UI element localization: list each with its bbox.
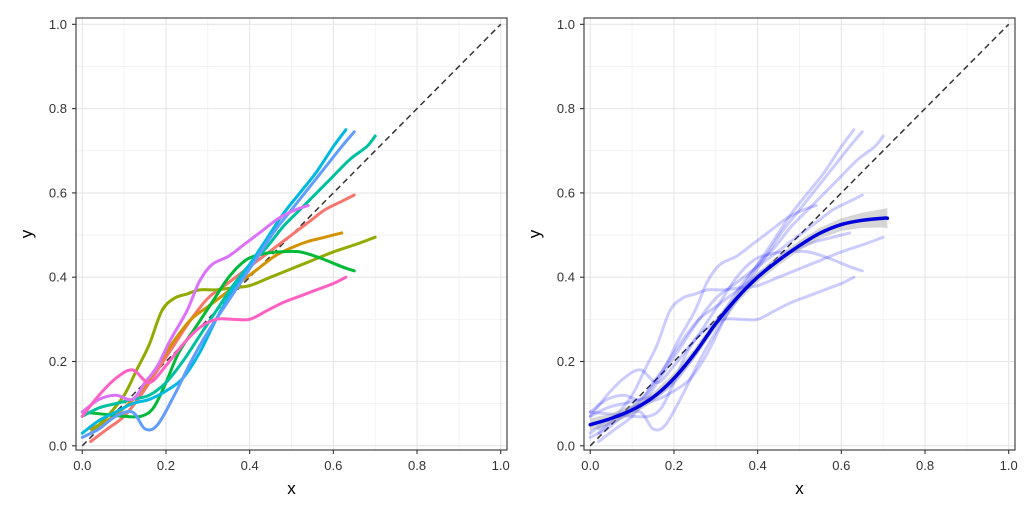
- series-line-8: [80, 204, 310, 414]
- y-tick-label: 0.2: [557, 354, 575, 369]
- panel-border: [583, 17, 1016, 451]
- x-tick-label: 0.8: [408, 458, 426, 473]
- x-tick-label: 1.0: [1000, 458, 1018, 473]
- plot-area: [588, 23, 1010, 447]
- faded-series-line-6: [588, 128, 856, 435]
- faded-series-line-7: [588, 130, 864, 439]
- series-line-9: [80, 275, 348, 418]
- y-tick-label: 0.4: [557, 270, 575, 285]
- identity-reference-line: [589, 23, 1010, 447]
- faded-series-line-9: [588, 275, 856, 418]
- smooth-fit-line: [588, 216, 890, 427]
- faded-series-line-3: [597, 235, 885, 435]
- x-axis-title: x: [795, 479, 804, 498]
- y-tick-label: 0.8: [49, 101, 67, 116]
- y-tick-label: 0.0: [557, 438, 575, 453]
- identity-reference-line: [81, 23, 502, 447]
- y-axis-title: y: [17, 229, 36, 238]
- x-tick-label: 1.0: [492, 458, 510, 473]
- x-tick-label: 0.4: [241, 458, 259, 473]
- y-tick-label: 0.6: [49, 185, 67, 200]
- x-tick-label: 0.6: [324, 458, 342, 473]
- x-tick-label: 0.0: [73, 458, 91, 473]
- y-tick-label: 1.0: [49, 17, 67, 32]
- x-tick-label: 0.2: [665, 458, 683, 473]
- x-tick-label: 0.6: [832, 458, 850, 473]
- x-axis-title: x: [287, 479, 296, 498]
- y-tick-label: 0.4: [49, 270, 67, 285]
- x-tick-label: 0.4: [749, 458, 767, 473]
- y-tick-label: 0.2: [49, 354, 67, 369]
- faded-series-line-5: [588, 134, 885, 418]
- y-tick-label: 0.8: [557, 101, 575, 116]
- panel-border: [75, 17, 508, 451]
- faded-series-line-4: [588, 249, 864, 419]
- faded-series-line-8: [588, 204, 818, 414]
- x-tick-label: 0.2: [157, 458, 175, 473]
- x-tick-label: 0.8: [916, 458, 934, 473]
- x-tick-label: 0.0: [581, 458, 599, 473]
- y-axis-title: y: [525, 229, 544, 238]
- y-tick-label: 1.0: [557, 17, 575, 32]
- y-tick-label: 0.6: [557, 185, 575, 200]
- plot-area: [80, 23, 502, 447]
- panel-right: 0.0 0.2 0.4 0.6 0.8 1.0 0.0 0.2 0.4 0.6 0.8 1.0 x y: [525, 17, 1018, 498]
- y-tick-label: 0.0: [49, 438, 67, 453]
- panel-left: 0.0 0.2 0.4 0.6 0.8 1.0 0.0 0.2 0.4 0.6 0.8 1.0 x y: [17, 17, 510, 498]
- faded-series-line-2: [597, 231, 852, 431]
